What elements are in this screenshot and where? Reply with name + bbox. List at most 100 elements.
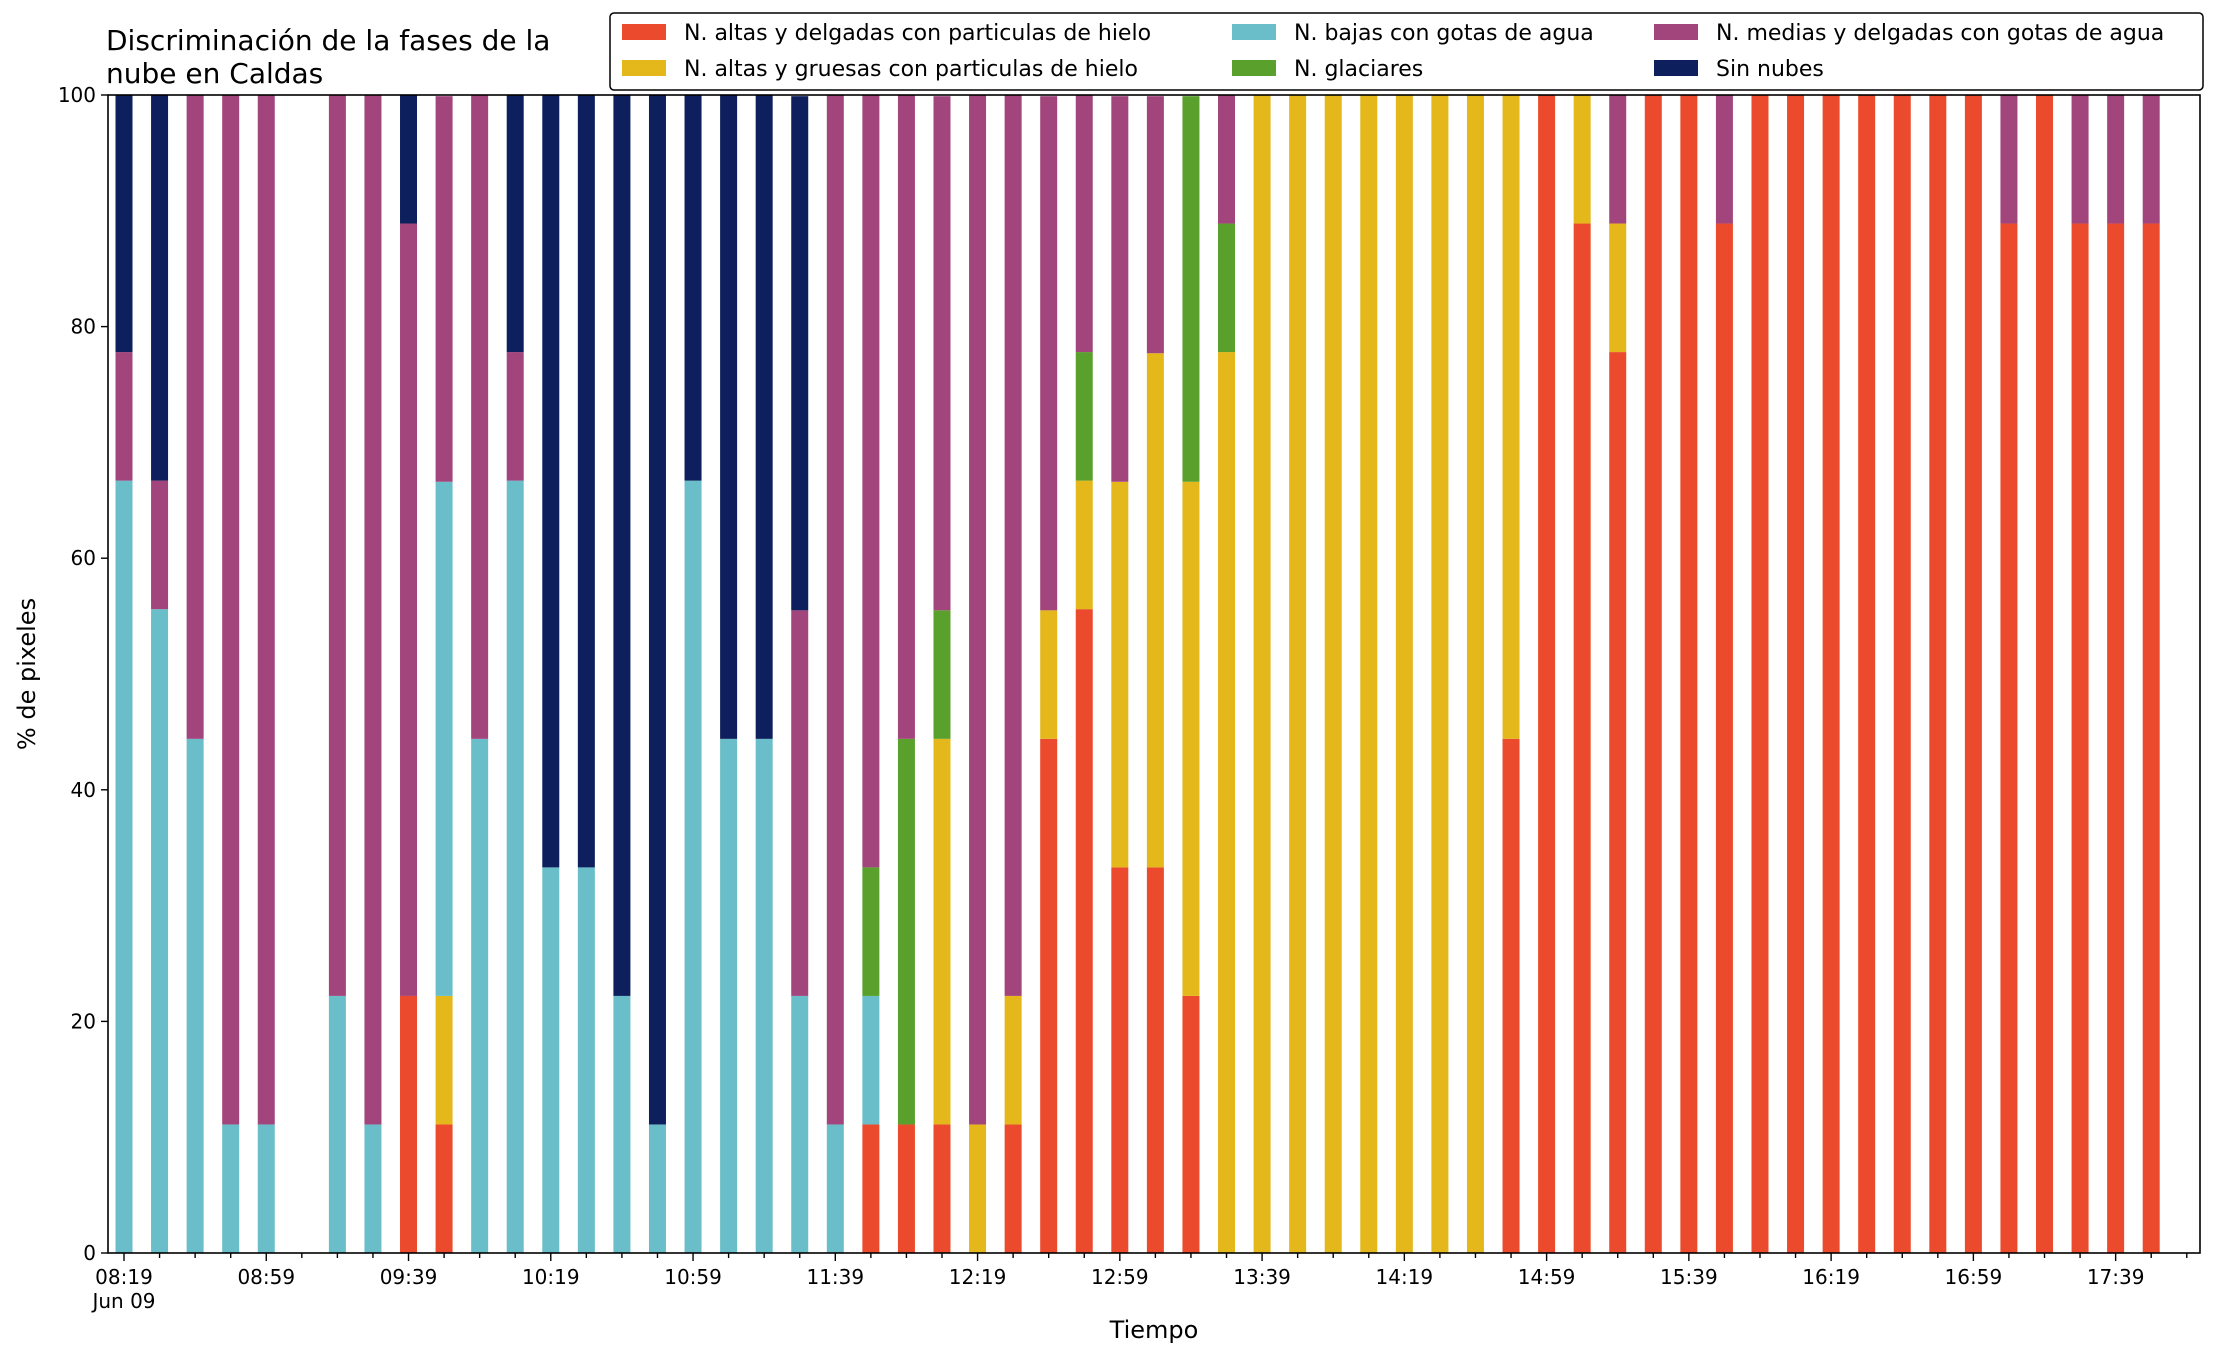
bar-segment-1209-s1 xyxy=(933,738,951,1125)
y-tick-label: 80 xyxy=(71,315,96,339)
bar-segment-1739-s4 xyxy=(2107,95,2125,224)
bar-segment-1259-s4 xyxy=(1111,96,1129,482)
x-tick-label: 08:59 xyxy=(237,1265,295,1289)
bar-segment-1649-s0 xyxy=(1929,95,1947,1253)
legend-swatch xyxy=(1232,60,1276,76)
bar-segment-0819-s4 xyxy=(115,352,133,481)
bar-segment-0939-s4 xyxy=(400,223,418,996)
x-tick-label: 11:39 xyxy=(806,1265,864,1289)
x-tick-label: 12:59 xyxy=(1091,1265,1149,1289)
bar-segment-1219-s4 xyxy=(969,95,987,1125)
bar-segment-1319-s1 xyxy=(1182,481,1200,996)
bar-segment-1319-s3 xyxy=(1182,96,1200,482)
bar-segment-1129-s4 xyxy=(791,610,809,996)
plot-frame xyxy=(107,94,2201,1254)
bar-segment-0939-s5 xyxy=(400,95,418,224)
bar-segment-1659-s0 xyxy=(1964,95,1982,1253)
bar-segment-1729-s4 xyxy=(2071,95,2089,224)
x-tick-label: 10:19 xyxy=(522,1265,580,1289)
bar-segment-1039-s2 xyxy=(613,995,631,1253)
bar-segment-1629-s0 xyxy=(1858,95,1876,1253)
bar-segment-1109-s2 xyxy=(720,738,738,1253)
x-date-label: Jun 09 xyxy=(90,1289,155,1313)
bar-segment-1329-s4 xyxy=(1218,95,1236,224)
bar-segment-1149-s4 xyxy=(862,95,880,868)
bars-layer xyxy=(115,95,2160,1254)
bar-segment-0929-s4 xyxy=(364,95,382,1125)
y-axis-title: % de pixeles xyxy=(13,598,41,750)
bar-segment-1239-s0 xyxy=(1040,738,1058,1253)
bar-segment-1159-s4 xyxy=(897,95,915,739)
legend-swatch xyxy=(1232,24,1276,40)
legend-swatch xyxy=(622,24,666,40)
bar-segment-1749-s4 xyxy=(2142,95,2160,224)
bar-segment-0829-s2 xyxy=(151,609,169,1253)
bar-segment-0949-s4 xyxy=(435,96,453,482)
bar-segment-1209-s0 xyxy=(933,1124,951,1253)
bar-segment-1259-s1 xyxy=(1111,481,1129,868)
bar-segment-1139-s2 xyxy=(826,1124,844,1253)
x-tick-label: 09:39 xyxy=(380,1265,438,1289)
bar-segment-1009-s4 xyxy=(506,352,524,481)
bar-segment-1739-s0 xyxy=(2107,223,2125,1253)
bar-segment-1029-s2 xyxy=(577,867,595,1253)
bar-segment-0819-s2 xyxy=(115,480,133,1253)
bar-segment-0819-s5 xyxy=(115,95,133,353)
legend-label: N. glaciares xyxy=(1294,57,1423,82)
bar-segment-1229-s0 xyxy=(1004,1124,1022,1253)
legend-label: N. medias y delgadas con gotas de agua xyxy=(1716,21,2164,46)
bar-segment-1729-s0 xyxy=(2071,223,2089,1253)
y-tick-label: 20 xyxy=(71,1009,96,1033)
x-tick-label: 13:39 xyxy=(1233,1265,1291,1289)
bar-segment-0849-s4 xyxy=(222,95,240,1125)
x-tick-label: 14:59 xyxy=(1518,1265,1576,1289)
bar-segment-1149-s0 xyxy=(862,1124,880,1253)
x-tick-label: 17:39 xyxy=(2087,1265,2145,1289)
bar-segment-1129-s5 xyxy=(791,96,809,611)
bar-segment-1259-s0 xyxy=(1111,867,1129,1253)
bar-segment-1309-s1 xyxy=(1146,353,1164,868)
bar-segment-1209-s4 xyxy=(933,96,951,611)
bar-segment-1419-s1 xyxy=(1395,95,1413,1253)
bar-segment-1429-s1 xyxy=(1431,95,1449,1253)
bar-segment-1019-s2 xyxy=(542,867,560,1253)
bar-segment-0859-s2 xyxy=(257,1124,275,1253)
bar-segment-0959-s4 xyxy=(471,95,489,739)
bar-segment-1059-s5 xyxy=(684,95,702,481)
x-tick-label: 16:19 xyxy=(1802,1265,1860,1289)
bar-segment-1319-s0 xyxy=(1182,995,1200,1253)
bar-segment-1519-s1 xyxy=(1609,223,1627,353)
bar-segment-1219-s1 xyxy=(969,1124,987,1253)
y-tick-label: 60 xyxy=(71,546,96,570)
bar-segment-0849-s2 xyxy=(222,1124,240,1253)
bar-segment-0919-s4 xyxy=(328,95,346,996)
bar-segment-1309-s0 xyxy=(1146,867,1164,1253)
bar-segment-0939-s0 xyxy=(400,995,418,1253)
bar-segment-0959-s2 xyxy=(471,738,489,1253)
labels-layer: 0 20 40 60 80 100 08:19 08:59 09:39 10:19 10:59 11:… xyxy=(13,24,2144,1344)
bar-segment-1459-s0 xyxy=(1538,95,1556,1253)
bar-segment-1549-s4 xyxy=(1715,95,1733,224)
legend-label: N. bajas con gotas de agua xyxy=(1294,21,1594,46)
bar-segment-0829-s5 xyxy=(151,95,169,481)
bar-segment-1549-s0 xyxy=(1715,223,1733,1253)
legend: N. altas y delgadas con particulas de hi… xyxy=(609,12,2204,91)
bar-segment-0859-s4 xyxy=(257,95,275,1125)
x-tick-label: 12:19 xyxy=(949,1265,1007,1289)
legend-label: N. altas y delgadas con particulas de hi… xyxy=(684,21,1151,46)
bar-segment-1009-s5 xyxy=(506,95,524,353)
bar-segment-0929-s2 xyxy=(364,1124,382,1253)
bar-segment-1149-s3 xyxy=(862,867,880,996)
x-tick-label: 15:39 xyxy=(1660,1265,1718,1289)
bar-segment-1019-s5 xyxy=(542,95,560,868)
bar-segment-1519-s0 xyxy=(1609,352,1627,1254)
x-tick-label: 08:19 xyxy=(95,1265,153,1289)
bar-segment-1439-s1 xyxy=(1466,95,1484,1253)
x-axis-title: Tiempo xyxy=(1109,1316,1199,1344)
legend-swatch xyxy=(1654,24,1698,40)
bar-segment-1139-s4 xyxy=(826,95,844,1125)
bar-segment-1209-s3 xyxy=(933,610,951,739)
legend-swatch xyxy=(622,60,666,76)
bar-segment-1159-s3 xyxy=(897,738,915,1125)
